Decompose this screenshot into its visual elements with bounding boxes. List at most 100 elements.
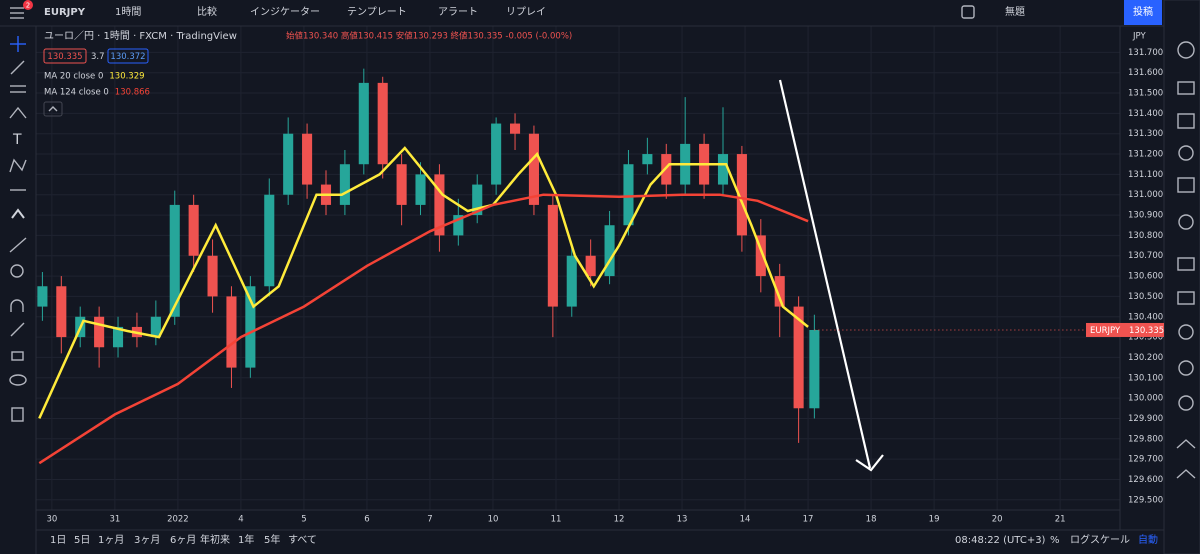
range-button[interactable]: 1日 [50,535,66,546]
indicator-name: MA 124 close 0 [44,88,109,98]
toolbar-item[interactable]: リプレイ [506,6,546,18]
bid[interactable]: 130.335 [47,52,82,62]
y-tick-label: 129.500 [1128,495,1163,505]
x-tick-label: 31 [109,515,120,525]
toolbar-item[interactable]: テンプレート [347,6,407,18]
publish-button[interactable] [1124,0,1162,25]
last-price-value: 130.335 [1129,326,1164,336]
candle-body [302,133,313,185]
bid-box[interactable] [43,48,87,64]
clock: 08:48:22 (UTC+3) [955,535,1046,546]
last-price-badge [1086,322,1164,337]
arrow-drawing[interactable] [778,79,884,472]
y-tick-label: 130.700 [1128,251,1163,261]
candle-body [472,184,483,216]
y-tick-label: 131.400 [1128,109,1163,119]
range-button[interactable]: 5年 [264,533,280,546]
range-button[interactable]: 3ヶ月 [134,534,160,546]
y-tick-label: 131.100 [1128,170,1163,180]
collapse-button[interactable] [43,101,63,117]
ask[interactable]: 130.372 [110,52,145,62]
badge-count: 2 [26,2,30,10]
candle-body [434,174,445,236]
candle-body [585,255,596,277]
y-tick-label: 131.500 [1128,89,1163,99]
moving-average [38,193,809,465]
candle-body [736,154,747,236]
range-button[interactable]: 5日 [74,535,90,546]
x-tick-label: 12 [614,515,625,525]
y-tick-label: 130.000 [1128,394,1163,404]
interval[interactable]: 1時間 [115,6,141,18]
range-button[interactable]: 1ヶ月 [98,534,124,546]
candle-body [207,255,218,297]
x-tick-label: 2022 [167,515,189,525]
range-button[interactable]: 1年 [238,533,254,546]
svg-text:T: T [12,132,22,148]
toolbar-items: 比較 インジケーター テンプレート アラート リプレイ [197,5,546,18]
publish-label[interactable]: 投稿 [1133,5,1153,18]
y-tick-label: 130.100 [1128,373,1163,383]
y-tick-label: 130.600 [1128,272,1163,282]
candle-body [415,174,426,205]
toolbar-item[interactable]: アラート [438,6,478,18]
candle-body [377,82,388,165]
x-tick-label: 30 [46,515,57,525]
x-tick-label: 6 [364,515,369,525]
candle-body [717,154,729,185]
y-tick-label: 130.400 [1128,312,1163,322]
x-tick-label: 5 [301,515,306,525]
range-button[interactable]: 年初来 [200,533,230,546]
toolbar-item[interactable]: インジケーター [250,6,320,18]
left-tool-icons[interactable]: T [9,7,27,422]
y-tick-label: 131.700 [1128,48,1163,58]
y-tick-label: 131.000 [1128,190,1163,200]
candle-body [169,204,180,317]
candle-body [774,276,785,307]
auto-toggle[interactable]: 自動 [1138,533,1158,546]
y-tick-label: 131.600 [1128,68,1163,78]
x-tick-label: 19 [929,515,940,525]
candle-body [604,225,615,277]
candle-body [793,306,804,409]
right-icons[interactable] [1176,41,1196,479]
range-button[interactable]: 6ヶ月 [170,534,196,546]
y-tick-label: 130.300 [1128,333,1163,343]
x-tick-label: 14 [740,515,751,525]
candle-body [509,123,521,134]
legend-ohlc: 始値130.340 高値130.415 安値130.293 終値130.335 … [286,31,572,42]
y-tick-label: 130.900 [1128,211,1163,221]
plot [37,68,820,465]
percent-toggle[interactable]: % [1050,535,1060,546]
toolbar-item[interactable]: 比較 [197,5,217,18]
x-tick-label: 21 [1055,515,1066,525]
symbol[interactable]: EURJPY [44,7,86,18]
range-button[interactable]: すべて [288,534,317,546]
collapse-icon[interactable] [48,106,58,112]
y-tick-label: 129.600 [1128,475,1163,485]
legend-title: ユーロ／円 · 1時間 · FXCM · TradingView [44,30,237,42]
ask-box[interactable] [107,48,149,64]
candle-body [453,215,464,236]
x-tick-label: 4 [238,515,243,525]
y-tick-label: 130.200 [1128,353,1163,363]
candle-body [358,82,369,165]
candle-body [642,154,653,165]
y-tick-label: 129.800 [1128,434,1163,444]
y-tick-label: 129.900 [1128,414,1163,424]
candle-body [245,286,256,368]
indicator-value: 130.866 [115,88,150,98]
x-tick-label: 13 [677,515,688,525]
layout-icon[interactable] [961,5,975,19]
layout-name[interactable]: 無題 [1005,5,1025,18]
y-tick-label: 131.300 [1128,129,1163,139]
last-price-symbol: EURJPY [1090,326,1121,336]
log-toggle[interactable]: ログスケール [1070,533,1130,546]
candle-body [112,326,124,348]
x-tick-label: 11 [551,515,562,525]
candle-body [283,133,294,195]
candle-body [339,164,350,205]
candle-body [528,133,539,205]
candle-body [188,204,199,256]
spread: 3.7 [91,52,105,62]
